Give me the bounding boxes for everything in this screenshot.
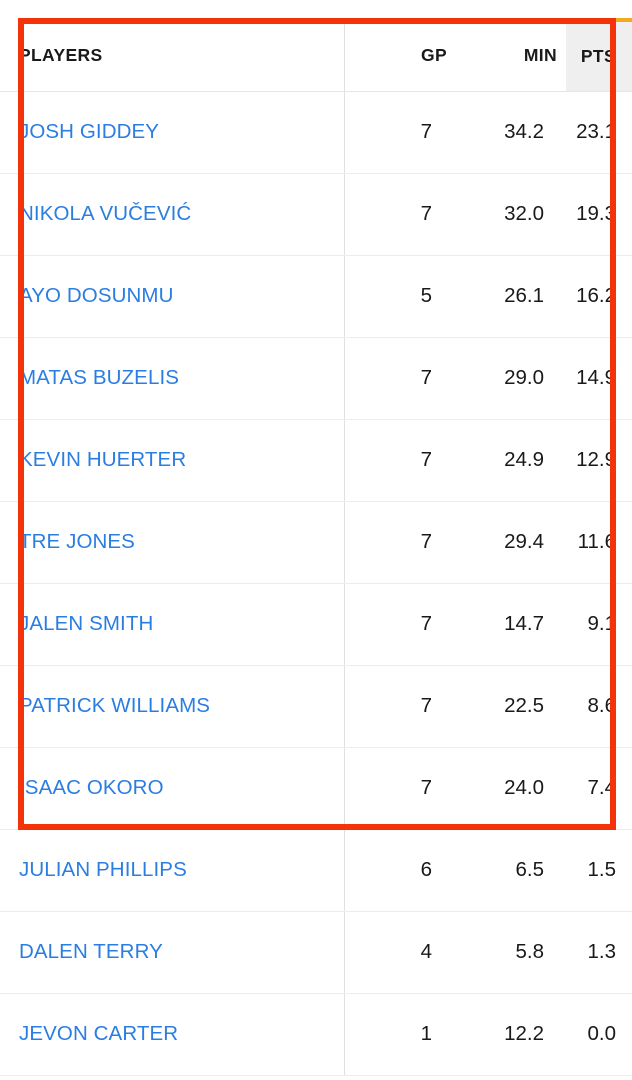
gp-value-cell: 7 <box>344 583 454 666</box>
player-name-link[interactable]: ISAAC OKORO <box>19 776 164 799</box>
pts-value-cell: 9.1 <box>566 583 632 666</box>
pts-value-cell: 11.6 <box>566 501 632 584</box>
table-row[interactable]: DALEN TERRY 4 5.8 1.3 <box>0 911 632 994</box>
min-value-cell: 22.5 <box>454 665 566 748</box>
player-name-link[interactable]: DALEN TERRY <box>19 940 163 963</box>
table-row[interactable]: NIKOLA VUČEVIĆ 7 32.0 19.3 <box>0 173 632 256</box>
pts-value-cell: 0.0 <box>566 993 632 1076</box>
pts-value-cell: 8.6 <box>566 665 632 748</box>
table-row[interactable]: JOSH GIDDEY 7 34.2 23.1 <box>0 91 632 174</box>
pts-value-cell: 1.3 <box>566 911 632 994</box>
gp-value-cell: 7 <box>344 665 454 748</box>
column-header-players[interactable]: PLAYERS <box>0 20 345 92</box>
player-name-cell[interactable]: DALEN TERRY <box>0 911 345 994</box>
gp-value-cell: 7 <box>344 419 454 502</box>
player-name-cell[interactable]: TRE JONES <box>0 501 345 584</box>
min-value-cell: 29.0 <box>454 337 566 420</box>
pts-value-cell: 19.3 <box>566 173 632 256</box>
pts-value-cell: 12.9 <box>566 419 632 502</box>
table-row[interactable]: ISAAC OKORO 7 24.0 7.4 <box>0 747 632 830</box>
player-name-cell[interactable]: JULIAN PHILLIPS <box>0 829 345 912</box>
table-row[interactable]: KEVIN HUERTER 7 24.9 12.9 <box>0 419 632 502</box>
player-stats-table: PLAYERS GP MIN PTS JOSH GIDDEY 7 34.2 23.1 N… <box>0 18 632 1076</box>
gp-value-cell: 6 <box>344 829 454 912</box>
player-name-cell[interactable]: JOSH GIDDEY <box>0 91 345 174</box>
player-name-cell[interactable]: NIKOLA VUČEVIĆ <box>0 173 345 256</box>
player-name-cell[interactable]: AYO DOSUNMU <box>0 255 345 338</box>
table-body: JOSH GIDDEY 7 34.2 23.1 NIKOLA VUČEVIĆ 7 32.0 1… <box>0 91 632 1076</box>
player-name-link[interactable]: NIKOLA VUČEVIĆ <box>19 202 192 225</box>
player-name-link[interactable]: TRE JONES <box>19 530 135 553</box>
player-name-link[interactable]: PATRICK WILLIAMS <box>19 694 211 717</box>
player-name-link[interactable]: KEVIN HUERTER <box>19 448 187 471</box>
pts-value-cell: 14.9 <box>566 337 632 420</box>
gp-value-cell: 4 <box>344 911 454 994</box>
gp-value-cell: 7 <box>344 747 454 830</box>
column-header-gp[interactable]: GP <box>344 20 454 92</box>
min-value-cell: 12.2 <box>454 993 566 1076</box>
gp-value-cell: 7 <box>344 91 454 174</box>
table-row[interactable]: JEVON CARTER 1 12.2 0.0 <box>0 993 632 1076</box>
table-row[interactable]: MATAS BUZELIS 7 29.0 14.9 <box>0 337 632 420</box>
min-value-cell: 5.8 <box>454 911 566 994</box>
table-header-row: PLAYERS GP MIN PTS <box>0 18 632 92</box>
table-row[interactable]: JALEN SMITH 7 14.7 9.1 <box>0 583 632 666</box>
min-value-cell: 24.9 <box>454 419 566 502</box>
player-name-cell[interactable]: MATAS BUZELIS <box>0 337 345 420</box>
pts-value-cell: 1.5 <box>566 829 632 912</box>
player-name-cell[interactable]: JEVON CARTER <box>0 993 345 1076</box>
player-name-cell[interactable]: PATRICK WILLIAMS <box>0 665 345 748</box>
player-name-link[interactable]: JALEN SMITH <box>19 612 154 635</box>
column-header-pts[interactable]: PTS <box>566 18 632 92</box>
player-name-link[interactable]: AYO DOSUNMU <box>19 284 174 307</box>
table-row[interactable]: JULIAN PHILLIPS 6 6.5 1.5 <box>0 829 632 912</box>
table-row[interactable]: TRE JONES 7 29.4 11.6 <box>0 501 632 584</box>
table-row[interactable]: AYO DOSUNMU 5 26.1 16.2 <box>0 255 632 338</box>
gp-value-cell: 5 <box>344 255 454 338</box>
gp-value-cell: 7 <box>344 173 454 256</box>
gp-value-cell: 7 <box>344 501 454 584</box>
gp-value-cell: 7 <box>344 337 454 420</box>
min-value-cell: 29.4 <box>454 501 566 584</box>
player-name-link[interactable]: JEVON CARTER <box>19 1022 179 1045</box>
gp-value-cell: 1 <box>344 993 454 1076</box>
min-value-cell: 32.0 <box>454 173 566 256</box>
player-name-cell[interactable]: ISAAC OKORO <box>0 747 345 830</box>
min-value-cell: 34.2 <box>454 91 566 174</box>
pts-value-cell: 16.2 <box>566 255 632 338</box>
pts-value-cell: 7.4 <box>566 747 632 830</box>
player-name-link[interactable]: MATAS BUZELIS <box>19 366 180 389</box>
min-value-cell: 6.5 <box>454 829 566 912</box>
table-row[interactable]: PATRICK WILLIAMS 7 22.5 8.6 <box>0 665 632 748</box>
table-header: PLAYERS GP MIN PTS <box>0 18 632 92</box>
player-name-link[interactable]: JOSH GIDDEY <box>19 120 160 143</box>
min-value-cell: 26.1 <box>454 255 566 338</box>
min-value-cell: 24.0 <box>454 747 566 830</box>
player-name-link[interactable]: JULIAN PHILLIPS <box>19 858 187 881</box>
player-name-cell[interactable]: JALEN SMITH <box>0 583 345 666</box>
player-name-cell[interactable]: KEVIN HUERTER <box>0 419 345 502</box>
pts-value-cell: 23.1 <box>566 91 632 174</box>
column-header-min[interactable]: MIN <box>454 20 566 92</box>
min-value-cell: 14.7 <box>454 583 566 666</box>
